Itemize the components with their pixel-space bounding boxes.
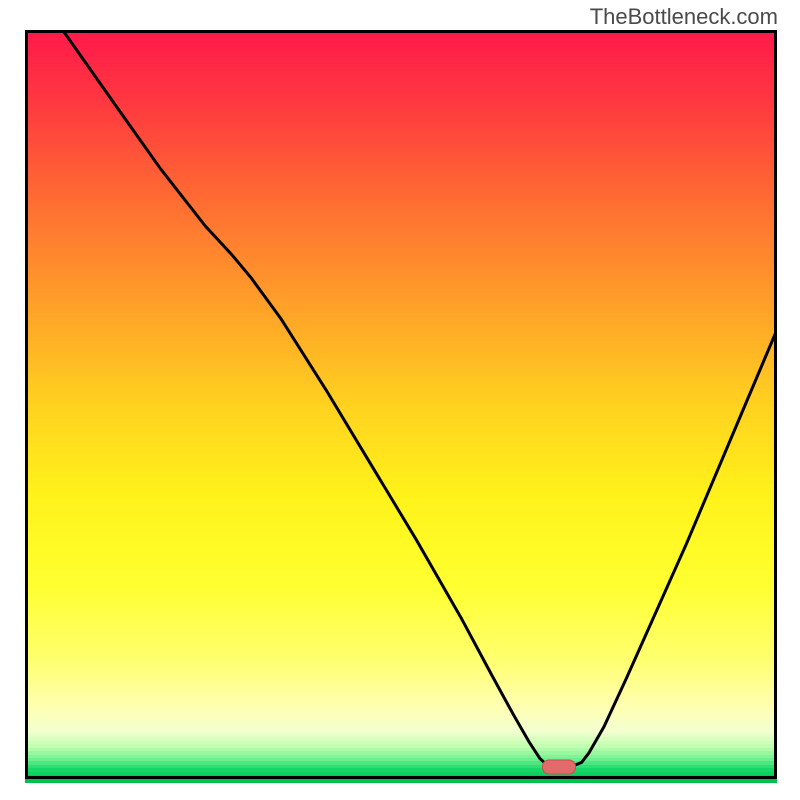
chart-container: TheBottleneck.com [0, 0, 800, 800]
watermark-text: TheBottleneck.com [590, 4, 778, 29]
watermark: TheBottleneck.com [590, 4, 778, 30]
plot-area [25, 30, 777, 779]
optimal-point-marker [542, 760, 576, 775]
gradient-background [25, 30, 777, 779]
